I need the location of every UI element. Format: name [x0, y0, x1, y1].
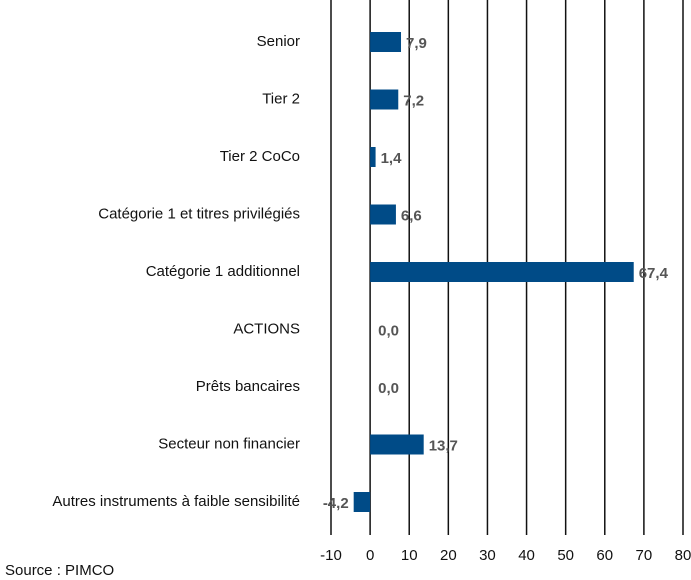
value-label: 0,0	[378, 380, 399, 397]
category-label: Senior	[257, 33, 300, 50]
bar	[370, 262, 634, 282]
x-tick-label: 60	[596, 547, 613, 564]
category-label: ACTIONS	[233, 320, 300, 337]
bar	[370, 434, 424, 455]
bar	[353, 492, 371, 512]
category-label: Tier 2	[262, 90, 300, 107]
x-tick-label: 80	[675, 547, 691, 564]
value-label: 0,0	[378, 322, 399, 339]
bar	[370, 32, 402, 52]
category-label: Autres instruments à faible sensibilité	[52, 493, 300, 510]
value-label: 6,6	[401, 207, 422, 224]
category-label: Catégorie 1 additionnel	[146, 263, 300, 280]
x-tick-label: 30	[479, 547, 496, 564]
x-tick-label: -10	[320, 547, 342, 564]
bar	[370, 204, 396, 225]
value-label: 7,9	[406, 35, 427, 52]
bar	[370, 147, 376, 167]
x-tick-label: 0	[366, 547, 374, 564]
value-label: 1,4	[381, 150, 403, 167]
x-tick-label: 10	[401, 547, 418, 564]
category-label: Secteur non financier	[158, 435, 300, 452]
x-tick-label: 70	[636, 547, 653, 564]
category-label: Tier 2 CoCo	[220, 148, 300, 165]
value-label: -4,2	[323, 495, 349, 512]
bar	[370, 89, 399, 110]
source: Source : PIMCO	[5, 562, 114, 579]
category-label: Prêts bancaires	[196, 378, 300, 395]
category-label: Catégorie 1 et titres privilégiés	[98, 205, 300, 222]
x-tick-label: 20	[440, 547, 457, 564]
value-label: 67,4	[639, 265, 669, 282]
x-tick-label: 50	[557, 547, 574, 564]
value-label: 13,7	[429, 437, 458, 454]
value-label: 7,2	[403, 92, 424, 109]
x-tick-label: 40	[518, 547, 535, 564]
